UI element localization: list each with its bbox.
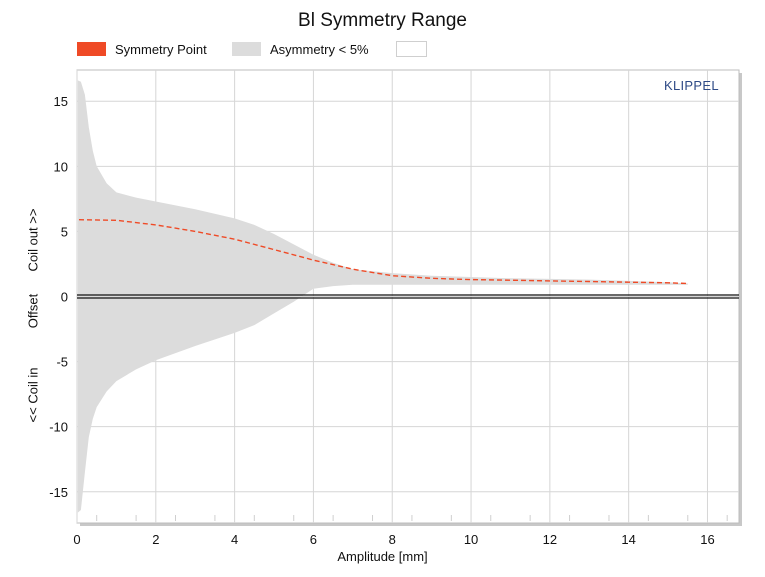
- x-tick-label: 10: [464, 532, 478, 547]
- symmetry-point-line: [78, 219, 688, 285]
- legend-item-asymmetry: Asymmetry < 5%: [232, 41, 369, 57]
- y-tick-label: 5: [61, 224, 68, 239]
- y-tick-label: -5: [56, 355, 68, 370]
- chart-title: Bl Symmetry Range: [298, 10, 467, 31]
- x-axis-label: Amplitude [mm]: [337, 549, 428, 564]
- x-tick-label: 12: [543, 532, 557, 547]
- x-tick-label: 0: [73, 532, 80, 547]
- y-tick-label: -15: [49, 485, 68, 500]
- legend-swatch-symmetry-point: [77, 42, 106, 56]
- ylabel-offset: Offset: [25, 293, 41, 329]
- klippel-watermark: KLIPPEL: [664, 78, 719, 93]
- x-tick-label: 2: [152, 532, 159, 547]
- y-tick-label: 10: [54, 159, 68, 174]
- y-tick-label: 15: [54, 94, 68, 109]
- x-tick-label: 8: [389, 532, 396, 547]
- legend-label-symmetry-point: Symmetry Point: [115, 41, 207, 57]
- legend-swatch-asymmetry: [232, 42, 261, 56]
- x-tick-label: 6: [310, 532, 317, 547]
- x-tick-label: 16: [700, 532, 714, 547]
- asymmetry-band: [77, 80, 688, 513]
- y-tick-label: -10: [49, 420, 68, 435]
- legend-label-asymmetry: Asymmetry < 5%: [270, 41, 369, 57]
- legend-item-empty: [396, 41, 436, 57]
- x-tick-label: 4: [231, 532, 238, 547]
- legend-item-symmetry-point: Symmetry Point: [77, 41, 207, 57]
- ylabel-coil-in: << Coil in: [25, 367, 41, 423]
- x-tick-label: 14: [621, 532, 635, 547]
- legend-swatch-empty: [396, 41, 427, 57]
- y-tick-label: 0: [61, 290, 68, 305]
- ylabel-coil-out: Coil out >>: [25, 208, 41, 272]
